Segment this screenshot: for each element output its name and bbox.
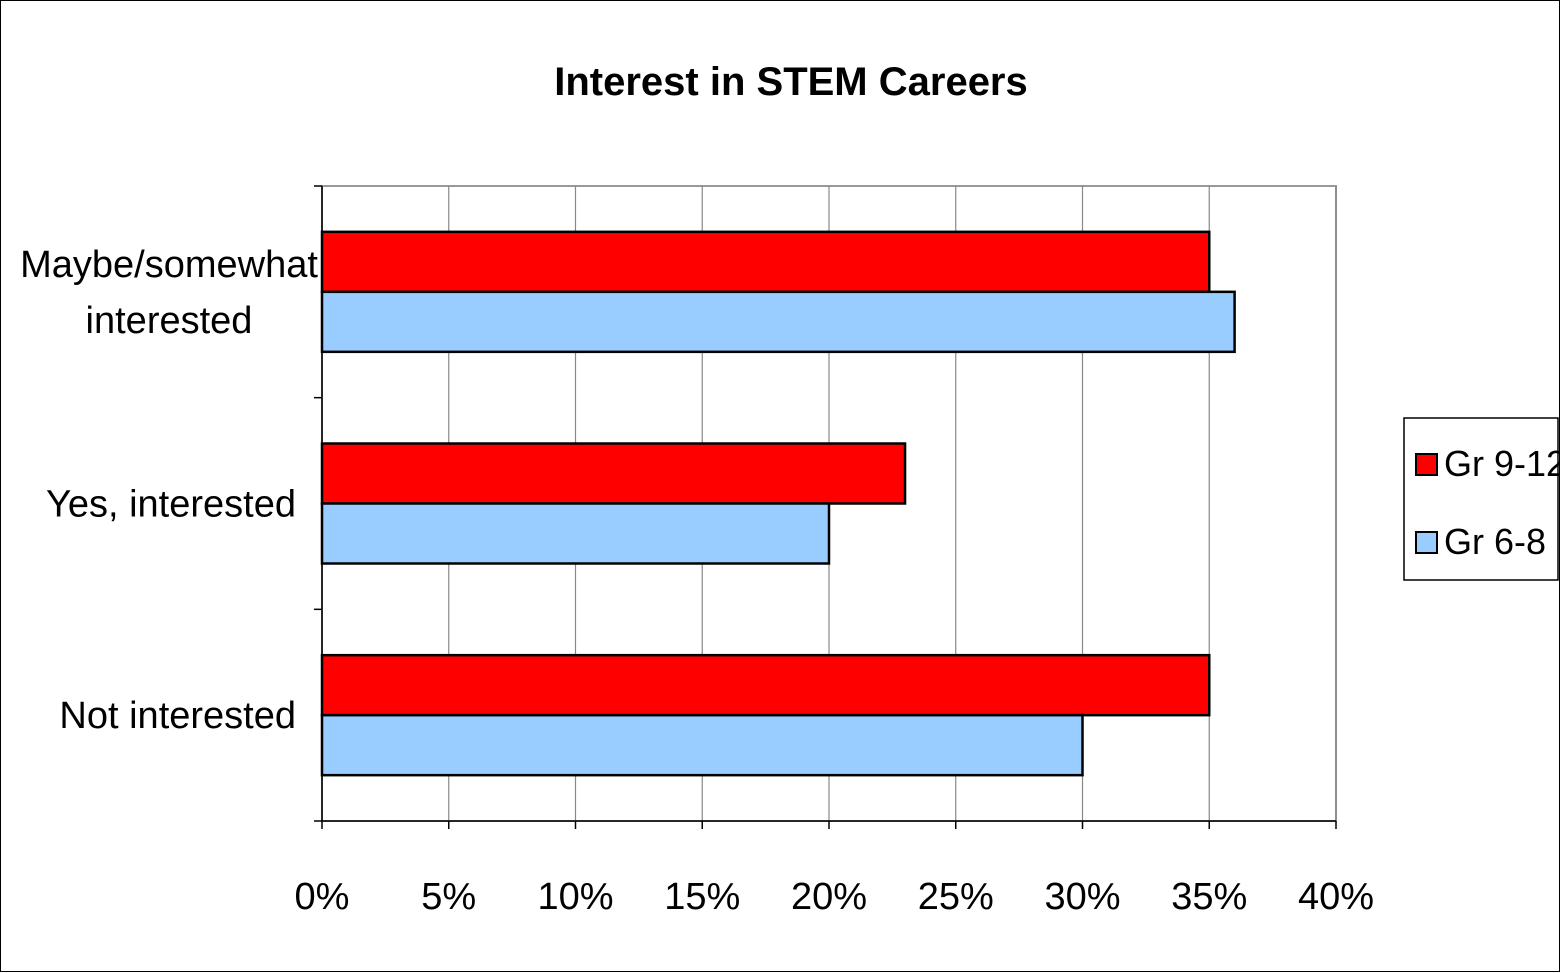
bar-gr-6-8-0 bbox=[320, 290, 1236, 354]
legend-label-0: Gr 9-12 bbox=[1444, 443, 1560, 484]
bar-gr-9-12-2 bbox=[320, 653, 1211, 717]
x-tick-label-0: 0% bbox=[295, 876, 350, 918]
legend-label-1: Gr 6-8 bbox=[1444, 521, 1546, 562]
x-tick-label-1: 5% bbox=[421, 876, 476, 918]
category-label-0: Maybe/somewhat interested bbox=[20, 244, 318, 342]
legend-swatch-1 bbox=[1415, 531, 1438, 554]
legend: Gr 9-12 Gr 6-8 bbox=[1403, 417, 1560, 581]
x-tick-label-7: 35% bbox=[1171, 876, 1247, 918]
x-tick-label-6: 30% bbox=[1044, 876, 1120, 918]
x-tick-label-3: 15% bbox=[664, 876, 740, 918]
x-tick-label-5: 25% bbox=[918, 876, 994, 918]
legend-swatch-0 bbox=[1415, 453, 1438, 476]
plot-area: 0% 5% 10% 15% 20% 25% 30% 35% 40% Maybe/somewhat i… bbox=[20, 185, 1374, 918]
bar-gr-6-8-2 bbox=[320, 713, 1084, 777]
x-tick-label-8: 40% bbox=[1298, 876, 1374, 918]
bar-gr-9-12-0 bbox=[320, 230, 1211, 294]
x-tick-label-4: 20% bbox=[791, 876, 867, 918]
bar-gr-6-8-1 bbox=[320, 502, 831, 565]
bar-gr-9-12-1 bbox=[320, 442, 907, 505]
x-tick-label-2: 10% bbox=[537, 876, 613, 918]
chart-title: Interest in STEM Careers bbox=[554, 60, 1028, 104]
category-label-1: Yes, interested bbox=[46, 484, 296, 526]
category-label-2: Not interested bbox=[59, 695, 296, 737]
